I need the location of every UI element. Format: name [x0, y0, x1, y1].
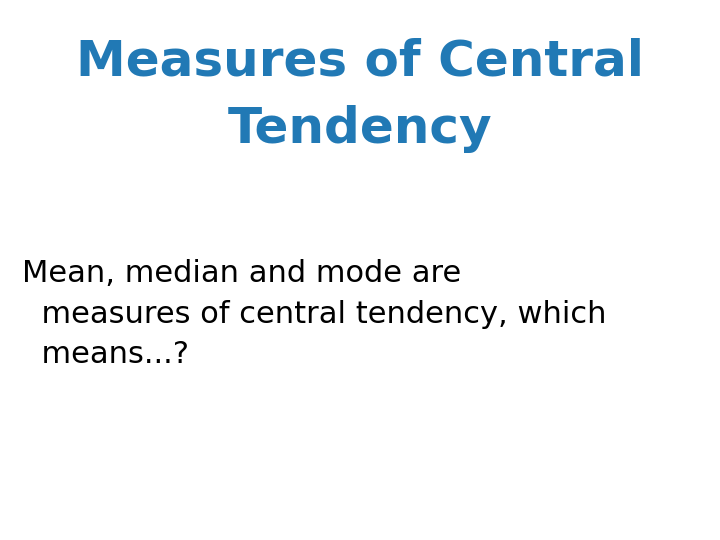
- Text: Measures of Central
Tendency: Measures of Central Tendency: [76, 38, 644, 153]
- Text: Mean, median and mode are
  measures of central tendency, which
  means...?: Mean, median and mode are measures of ce…: [22, 259, 606, 369]
